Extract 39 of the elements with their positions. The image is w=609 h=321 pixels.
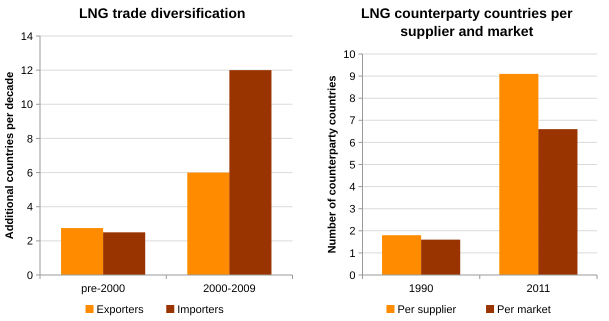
y-tick-label: 12 [20, 64, 33, 77]
x-tick-label: pre-2000 [81, 283, 126, 295]
x-tick-label: 1990 [408, 283, 434, 295]
x-tick-label: 2011 [526, 283, 550, 295]
bar [103, 232, 146, 275]
legend-label: Exporters [96, 304, 144, 316]
y-tick-label: 10 [20, 99, 33, 112]
y-tick-label: 4 [349, 181, 356, 194]
y-tick-label: 9 [349, 70, 356, 83]
y-axis-title: Additional countries per decade [4, 72, 16, 240]
y-tick-label: 2 [26, 236, 33, 248]
y-tick-label: 1 [349, 248, 356, 260]
legend-label: Per supplier [397, 304, 456, 316]
y-tick-label: 3 [349, 204, 356, 216]
y-tick-label: 7 [349, 115, 356, 128]
bar [229, 70, 272, 275]
y-tick-label: 2 [349, 226, 356, 238]
bar [61, 228, 104, 275]
y-tick-label: 6 [349, 137, 356, 150]
y-tick-label: 5 [349, 159, 356, 172]
chart-title: LNG trade diversification [79, 5, 246, 21]
y-tick-label: 0 [26, 270, 33, 282]
legend-label: Importers [177, 304, 224, 316]
y-tick-label: 8 [26, 133, 33, 146]
bar [538, 129, 578, 275]
y-tick-label: 4 [26, 202, 33, 214]
y-tick-label: 6 [26, 167, 33, 180]
bar [382, 235, 422, 275]
x-tick-label: 2000-2009 [203, 283, 256, 295]
bar [499, 74, 538, 275]
y-tick-label: 10 [343, 48, 356, 61]
chart-title: LNG counterparty countries per supplier and market [360, 5, 574, 39]
y-tick-label: 0 [349, 270, 356, 282]
bar [421, 240, 460, 275]
y-axis-title: Number of counterparty countries [326, 76, 338, 254]
legend-label: Per market [497, 304, 551, 316]
y-tick-label: 14 [20, 30, 33, 43]
y-tick-label: 8 [349, 93, 356, 106]
bar [187, 172, 230, 275]
